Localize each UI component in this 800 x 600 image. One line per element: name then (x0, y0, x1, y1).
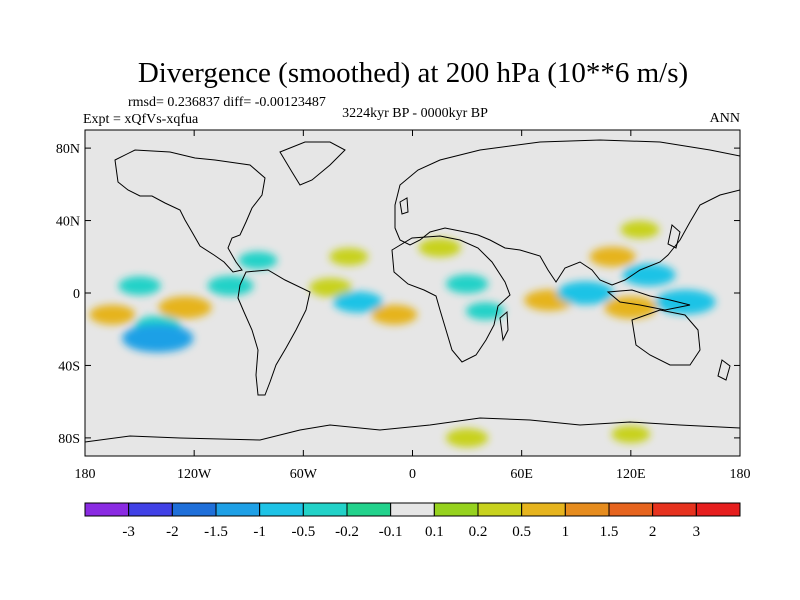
anomaly-blob-17 (655, 289, 716, 315)
x-tick-label: 0 (409, 467, 416, 482)
anomaly-blob-15 (556, 281, 614, 305)
colorbar-label: -2 (166, 524, 179, 540)
anomaly-blob-22 (611, 425, 651, 444)
anomaly-blob-6 (238, 251, 278, 270)
anomaly-blob-5 (207, 275, 254, 296)
uk-coastline (399, 197, 409, 215)
colorbar-swatch-10 (521, 502, 566, 517)
anomaly-blob-10 (371, 304, 418, 325)
x-tick-label: 180 (730, 467, 751, 482)
x-tick-label: 180 (75, 467, 96, 482)
colorbar-label: 1.5 (600, 524, 619, 540)
y-tick-label: 40S (58, 359, 80, 374)
colorbar-swatch-7 (390, 502, 435, 517)
colorbar-swatch-4 (259, 502, 304, 517)
north-america-coastline (114, 149, 266, 273)
colorbar: -3 -2 -1.5 -1 -0.5 -0.2 -0.1 0.1 0.2 0.5 1 1.5 2 3 (84, 502, 741, 540)
colorbar-label: 2 (649, 524, 657, 540)
map-plot-area (84, 129, 741, 457)
anomaly-field (89, 220, 716, 448)
y-tick-label: 80S (58, 432, 80, 447)
colorbar-swatch-9 (477, 502, 523, 517)
colorbar-label: -3 (122, 524, 135, 540)
x-tick-label: 60E (510, 467, 533, 482)
colorbar-label: 0.1 (425, 524, 444, 540)
anomaly-blob-16 (622, 263, 676, 287)
colorbar-label: -1.5 (204, 524, 228, 540)
anomaly-blob-20 (620, 220, 660, 239)
colorbar-label: 0.2 (469, 524, 488, 540)
anomaly-blob-21 (445, 428, 489, 448)
colorbar-swatch-2 (171, 502, 217, 517)
experiment-label: Expt = xQfVs-xqfua (83, 112, 199, 127)
south-america-coastline (237, 269, 311, 396)
anomaly-blob-19 (589, 246, 636, 267)
colorbar-swatch-13 (652, 502, 697, 517)
greenland-coastline (279, 141, 346, 186)
colorbar-swatch-14 (695, 502, 741, 517)
colorbar-swatch-11 (564, 502, 610, 517)
anomaly-blob-11 (418, 238, 461, 258)
anomaly-blob-2 (122, 324, 194, 353)
anomaly-blob-9 (333, 291, 383, 313)
new-zealand-coastline (717, 359, 731, 381)
colorbar-swatch-1 (128, 502, 173, 517)
map-background (85, 130, 740, 456)
colorbar-label: 1 (562, 524, 570, 540)
eurasia-coastline (394, 139, 740, 286)
x-tick-label: 120W (177, 467, 212, 482)
colorbar-swatch-8 (433, 502, 479, 517)
madagascar-coastline (499, 310, 509, 342)
colorbar-swatch-0 (84, 502, 130, 517)
japan-coastline (667, 224, 681, 249)
colorbar-swatch-5 (302, 502, 348, 517)
colorbar-swatch-6 (346, 502, 392, 517)
x-axis: 180 120W 60W 0 60E 120E 180 (75, 130, 751, 482)
x-tick-label: 120E (616, 467, 646, 482)
colorbar-label: -0.5 (291, 524, 315, 540)
coastlines (85, 139, 740, 443)
colorbar-label: 0.5 (512, 524, 531, 540)
season-label: ANN (710, 111, 740, 126)
y-axis: 80N 40N 0 40S 80S (56, 142, 740, 447)
anomaly-blob-3 (158, 296, 212, 319)
anomaly-blob-12 (445, 274, 489, 294)
time-range-label: 3224kyr BP - 0000kyr BP (342, 106, 488, 121)
y-tick-label: 40N (56, 215, 80, 230)
colorbar-label: 3 (693, 524, 701, 540)
maritime-continent-coastline (606, 289, 691, 311)
anomaly-blob-8 (309, 278, 352, 297)
australia-coastline (631, 309, 701, 366)
colorbar-label: -1 (253, 524, 266, 540)
y-tick-label: 80N (56, 142, 80, 157)
colorbar-swatch-12 (608, 502, 654, 517)
colorbar-label: -0.1 (379, 524, 403, 540)
anomaly-blob-18 (604, 296, 658, 319)
antarctica-coastline (85, 417, 740, 443)
anomaly-blob-13 (465, 302, 505, 320)
y-tick-label: 0 (73, 287, 80, 302)
colorbar-swatch-3 (215, 502, 261, 517)
chart-title: Divergence (smoothed) at 200 hPa (10**6 … (138, 57, 688, 89)
africa-coastline (391, 235, 511, 363)
anomaly-blob-0 (89, 304, 136, 325)
x-tick-label: 60W (290, 467, 318, 482)
chart-stats: rmsd= 0.236837 diff= -0.00123487 (128, 95, 326, 110)
colorbar-label: -0.2 (335, 524, 359, 540)
anomaly-blob-7 (329, 247, 369, 266)
anomaly-blob-4 (118, 276, 161, 296)
